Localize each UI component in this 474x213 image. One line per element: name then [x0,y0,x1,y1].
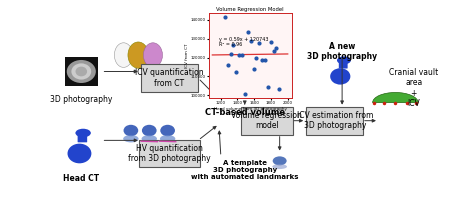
Point [261,58,269,61]
Text: HV quantification
from 3D photography: HV quantification from 3D photography [128,144,211,163]
Text: 3D photography: 3D photography [50,95,112,104]
Text: ICV quantification
from CT: ICV quantification from CT [135,68,204,88]
Point [244,30,252,33]
Point [250,67,257,70]
Ellipse shape [160,135,175,142]
Point [273,46,280,50]
FancyBboxPatch shape [241,107,292,135]
FancyBboxPatch shape [141,64,198,92]
Point [230,44,237,47]
Point [267,40,274,43]
Point [238,53,246,56]
Ellipse shape [272,164,287,169]
Y-axis label: ICV from CT: ICV from CT [185,43,189,68]
Ellipse shape [123,135,138,142]
Point [227,52,235,56]
FancyBboxPatch shape [139,140,200,167]
Point [264,85,272,89]
Ellipse shape [143,43,163,67]
Ellipse shape [142,135,157,142]
Point [255,41,263,45]
Text: A template
3D photography
with automated landmarks: A template 3D photography with automated… [191,160,299,180]
Point [236,53,243,56]
Text: Volume regression
model: Volume regression model [231,111,302,130]
Ellipse shape [142,125,156,136]
Bar [65,57,98,86]
Point [233,71,240,74]
Ellipse shape [72,63,91,80]
FancyBboxPatch shape [306,107,363,135]
FancyBboxPatch shape [339,60,347,69]
Title: Volume Regression Model: Volume Regression Model [216,7,284,12]
Point [275,87,283,90]
Ellipse shape [124,125,138,136]
Text: y = 0.59x + 120743
R² = 0.96: y = 0.59x + 120743 R² = 0.96 [219,37,268,47]
Ellipse shape [75,67,87,76]
Text: Head CT: Head CT [63,174,100,183]
Point [258,59,266,62]
Ellipse shape [75,129,91,137]
Text: CT-based volume: CT-based volume [205,108,285,117]
Point [253,56,260,60]
Point [221,15,228,18]
Text: Cranial vault
area
+
ICV: Cranial vault area + ICV [389,68,438,108]
Ellipse shape [128,42,148,68]
Point [241,92,249,96]
Wedge shape [373,92,418,103]
Point [224,63,232,67]
Ellipse shape [114,43,133,67]
Point [247,39,255,43]
Ellipse shape [67,144,91,163]
Point [270,50,277,53]
Ellipse shape [337,56,351,64]
Text: ICV estimation from
3D photography: ICV estimation from 3D photography [297,111,373,130]
Text: A new
3D photography: A new 3D photography [307,42,377,61]
FancyBboxPatch shape [78,133,87,142]
Ellipse shape [273,156,287,165]
Ellipse shape [160,125,175,136]
Ellipse shape [330,68,350,85]
X-axis label: Head volume from 3D photography: Head volume from 3D photography [213,107,287,111]
Ellipse shape [67,60,96,83]
